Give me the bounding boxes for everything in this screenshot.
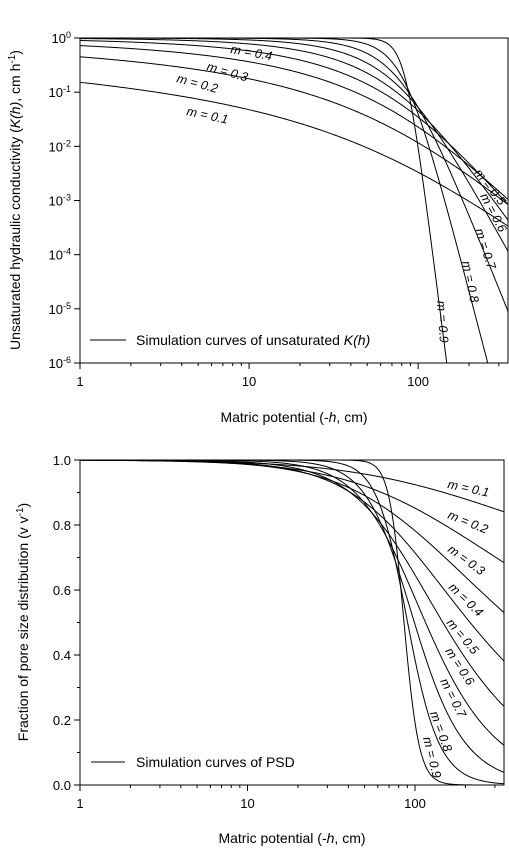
psd-y-axis-title-sup: -1 (15, 507, 26, 516)
psd-x-ticks: 1 10 100 (76, 785, 496, 811)
psd-y-axis-title-prefix: Fraction of pore size distribution (v v (15, 516, 31, 741)
curve-label-m-0.1: m = 0.1 (446, 477, 490, 499)
y-tick-label: 0.8 (53, 518, 71, 533)
curve-m-0.7 (80, 460, 504, 773)
curve-label-m-0.9: m = 0.9 (434, 300, 451, 343)
curve-m-0.5 (80, 460, 504, 707)
y-tick-label: 10-6 (49, 355, 71, 371)
curve-m-0.6 (80, 38, 508, 252)
psd-y-ticks: 0.0 0.2 0.4 0.6 0.8 1.0 (53, 453, 80, 793)
y-tick-label: 10-4 (49, 247, 71, 263)
k-y-axis-title-prefix: Unsaturated hydraulic conductivity ( (7, 128, 23, 350)
y-tick-label: 10-1 (49, 84, 71, 100)
k-x-axis-title-suffix: , cm) (336, 409, 367, 425)
x-tick-label: 10 (240, 796, 254, 811)
k-x-axis-title-prefix: Matric potential (- (220, 409, 328, 425)
curve-m-0.3 (80, 45, 508, 200)
curve-m-0.1 (80, 81, 508, 227)
psd-curves (80, 460, 504, 785)
curve-m-0.2 (80, 460, 504, 564)
y-tick-label: 10-3 (49, 193, 71, 209)
y-tick-label: 100 (52, 30, 71, 46)
y-tick-label: 10-2 (49, 138, 71, 154)
curve-m-0.7 (80, 38, 508, 312)
k-x-axis-title: Matric potential (-h, cm) (220, 409, 367, 425)
psd-x-axis-title-var: h (327, 830, 335, 846)
curve-m-0.3 (80, 460, 504, 613)
psd-y-axis-title-end: ) (15, 503, 31, 508)
curve-m-0.9 (80, 460, 504, 785)
k-curves (80, 38, 508, 363)
legend-text: Simulation curves of PSD (136, 754, 295, 770)
x-tick-label: 10 (242, 374, 256, 389)
k-x-ticks: 1 10 100 (76, 363, 500, 389)
psd-legend: Simulation curves of PSD (91, 754, 295, 770)
y-tick-label: 0.0 (53, 778, 71, 793)
x-tick-label: 1 (76, 374, 83, 389)
curve-m-0.5 (80, 38, 508, 221)
curve-m-0.4 (80, 460, 504, 662)
curve-label-m-0.7: m = 0.7 (472, 227, 499, 272)
pore-size-distribution-chart: 1 10 100 0.0 0.2 0.4 0.6 0.8 1.0 m = 0.1 m = 0.2… (15, 453, 505, 846)
psd-curve-labels: m = 0.1m = 0.2m = 0.3m = 0.4m = 0.5m = 0… (420, 477, 490, 779)
y-tick-label: 1.0 (53, 453, 71, 468)
y-tick-label: 0.4 (53, 648, 71, 663)
psd-x-axis-title-suffix: , cm) (334, 830, 365, 846)
curve-m-0.1 (80, 460, 504, 513)
k-y-axis-title-end: ) (7, 50, 23, 55)
x-tick-label: 1 (76, 796, 83, 811)
k-y-axis-title-sup: -1 (7, 54, 18, 63)
curve-label-m-0.2: m = 0.2 (446, 508, 490, 537)
psd-y-axis-title: Fraction of pore size distribution (v v-… (15, 503, 32, 741)
psd-x-axis-title-prefix: Matric potential (- (218, 830, 326, 846)
k-y-ticks: 100 10-1 10-2 10-3 10-4 10-5 10-6 (49, 30, 80, 371)
curve-m-0.2 (80, 56, 508, 205)
curve-m-0.9 (80, 38, 448, 363)
legend-text-main: Simulation curves of unsaturated (136, 332, 344, 348)
curve-m-0.8 (80, 38, 489, 363)
k-y-axis-title-var: K(h) (7, 102, 23, 128)
k-y-axis-title: Unsaturated hydraulic conductivity (K(h)… (7, 50, 24, 350)
legend-text-var: K(h) (344, 332, 370, 348)
y-tick-label: 10-5 (49, 301, 71, 317)
curve-label-m-0.1: m = 0.1 (185, 104, 229, 126)
x-tick-label: 100 (407, 374, 429, 389)
curve-m-0.4 (80, 40, 508, 205)
curve-label-m-0.8: m = 0.8 (459, 260, 481, 304)
y-tick-label: 0.6 (53, 583, 71, 598)
legend-text: Simulation curves of unsaturated K(h) (136, 332, 370, 348)
hydraulic-conductivity-chart: 1 10 100 100 10-1 10-2 10-3 10-4 10-5 10-6 m = 0… (7, 30, 509, 425)
k-x-axis-title-var: h (329, 409, 337, 425)
y-tick-label: 0.2 (53, 713, 71, 728)
psd-x-axis-title: Matric potential (-h, cm) (218, 830, 365, 846)
k-legend: Simulation curves of unsaturated K(h) (90, 332, 370, 348)
x-tick-label: 100 (404, 796, 426, 811)
k-y-axis-title-suffix: , cm h (7, 64, 23, 102)
curve-m-0.6 (80, 460, 504, 746)
